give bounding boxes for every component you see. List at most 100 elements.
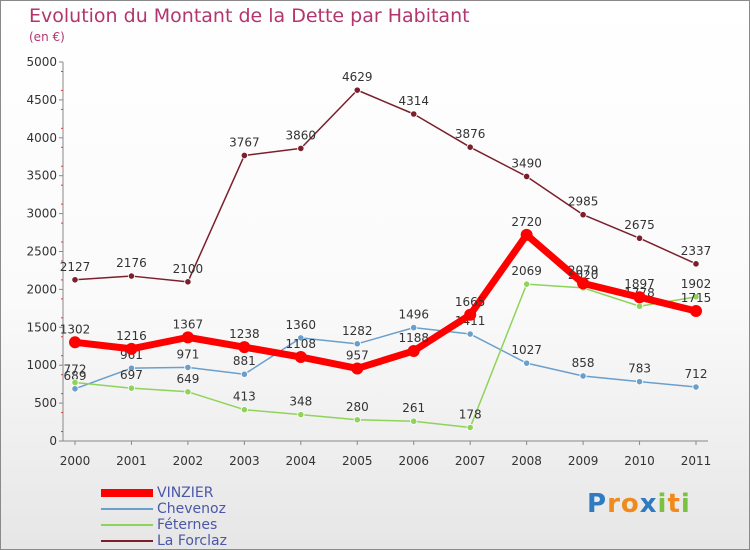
- x-tick-label: 2010: [624, 454, 655, 468]
- series-line-la-forclaz: [74, 89, 697, 283]
- data-label-vinzier: 2079: [568, 263, 599, 277]
- data-label-feternes: 280: [346, 400, 369, 414]
- data-label-la-forclaz: 4629: [342, 70, 373, 84]
- data-label-la-forclaz: 3767: [229, 135, 260, 149]
- data-label-la-forclaz: 2337: [681, 244, 712, 258]
- data-label-la-forclaz: 3876: [455, 127, 486, 141]
- legend-label-vinzier: VINZIER: [157, 485, 214, 501]
- data-label-vinzier: 1188: [398, 331, 429, 345]
- data-point-chevenoz: [635, 378, 644, 386]
- data-label-la-forclaz: 2127: [60, 260, 91, 274]
- data-point-vinzier: [69, 336, 81, 349]
- legend-label-feternes: Féternes: [157, 517, 218, 533]
- y-tick-label: 4500: [26, 93, 57, 107]
- data-point-chevenoz: [692, 383, 700, 391]
- data-point-la-forclaz: [692, 260, 700, 268]
- data-point-la-forclaz: [579, 211, 587, 219]
- data-label-vinzier: 1665: [455, 295, 486, 309]
- data-point-vinzier: [351, 362, 364, 375]
- data-label-vinzier: 1897: [624, 277, 655, 291]
- y-tick-label: 5000: [26, 55, 57, 69]
- data-label-chevenoz: 689: [64, 369, 87, 383]
- data-label-feternes: 772: [64, 362, 87, 376]
- data-label-chevenoz: 1360: [286, 318, 317, 332]
- data-point-chevenoz: [410, 324, 418, 332]
- data-point-feternes: [523, 280, 531, 288]
- x-tick-label: 2000: [60, 454, 91, 468]
- data-label-feternes: 348: [289, 395, 312, 409]
- data-point-la-forclaz: [466, 143, 474, 151]
- logo-letter: o: [620, 489, 640, 519]
- legend-swatch-chevenoz: [101, 508, 153, 510]
- data-label-feternes: 649: [176, 372, 199, 386]
- data-point-vinzier: [238, 341, 251, 354]
- data-label-chevenoz: 712: [685, 367, 708, 381]
- x-tick-label: 2005: [342, 454, 373, 468]
- data-label-chevenoz: 783: [628, 362, 651, 376]
- data-label-chevenoz: 858: [572, 356, 595, 370]
- x-tick-label: 2011: [681, 454, 712, 468]
- legend-item-chevenoz: Chevenoz: [101, 501, 227, 517]
- data-label-feternes: 2069: [511, 264, 542, 278]
- data-label-chevenoz: 1496: [398, 308, 429, 322]
- data-point-la-forclaz: [184, 278, 192, 286]
- data-point-feternes: [240, 406, 248, 414]
- data-label-vinzier: 1238: [229, 327, 260, 341]
- data-point-feternes: [297, 411, 305, 419]
- y-tick-label: 3500: [26, 169, 57, 183]
- data-point-vinzier: [181, 331, 194, 344]
- data-point-chevenoz: [579, 372, 587, 380]
- legend-label-chevenoz: Chevenoz: [157, 501, 226, 517]
- legend-item-vinzier: VINZIER: [101, 485, 227, 501]
- data-label-feternes: 1902: [681, 277, 712, 291]
- legend-swatch-la-forclaz: [101, 540, 153, 542]
- data-label-la-forclaz: 3860: [286, 128, 317, 142]
- x-tick-label: 2008: [511, 454, 542, 468]
- x-tick-label: 2004: [286, 454, 317, 468]
- logo-letter: P: [587, 489, 608, 519]
- data-label-vinzier: 1216: [116, 329, 147, 343]
- series-line-feternes: [74, 283, 697, 429]
- data-point-vinzier: [690, 305, 702, 318]
- data-point-vinzier: [633, 291, 646, 304]
- data-point-vinzier: [407, 344, 420, 357]
- y-tick-label: 1000: [26, 358, 57, 372]
- logo-letter: r: [607, 489, 621, 519]
- x-tick-label: 2009: [568, 454, 599, 468]
- legend-swatch-feternes: [101, 524, 153, 526]
- data-label-chevenoz: 881: [233, 354, 256, 368]
- data-label-la-forclaz: 2985: [568, 195, 599, 209]
- data-point-chevenoz: [71, 385, 79, 393]
- y-tick-label: 2000: [26, 282, 57, 296]
- legend: VINZIER Chevenoz Féternes La Forclaz: [101, 485, 227, 549]
- data-label-feternes: 697: [120, 368, 143, 382]
- logo-letter: i: [657, 489, 668, 519]
- data-point-la-forclaz: [410, 110, 418, 118]
- data-point-la-forclaz: [127, 272, 136, 280]
- data-label-vinzier: 1108: [286, 337, 317, 351]
- data-point-la-forclaz: [240, 151, 248, 160]
- data-label-chevenoz: 1027: [511, 343, 542, 357]
- y-tick-label: 0: [49, 434, 57, 448]
- data-point-feternes: [353, 416, 361, 424]
- data-point-chevenoz: [466, 330, 474, 338]
- data-point-chevenoz: [127, 364, 136, 372]
- series-line-vinzier: [71, 231, 700, 372]
- data-point-feternes: [127, 384, 136, 392]
- data-point-vinzier: [577, 277, 590, 290]
- data-point-feternes: [635, 302, 644, 310]
- data-point-feternes: [71, 378, 79, 387]
- data-point-chevenoz: [297, 334, 305, 342]
- data-point-vinzier: [520, 228, 533, 241]
- data-point-chevenoz: [523, 359, 531, 367]
- chart-title: Evolution du Montant de la Dette par Hab…: [29, 5, 470, 27]
- x-tick-label: 2007: [455, 454, 486, 468]
- y-tick-label: 4000: [26, 131, 57, 145]
- y-tick-label: 3000: [26, 207, 57, 221]
- data-label-vinzier: 1367: [173, 317, 204, 331]
- data-label-la-forclaz: 2176: [116, 256, 147, 270]
- data-point-la-forclaz: [635, 234, 644, 242]
- legend-label-la-forclaz: La Forclaz: [157, 533, 227, 549]
